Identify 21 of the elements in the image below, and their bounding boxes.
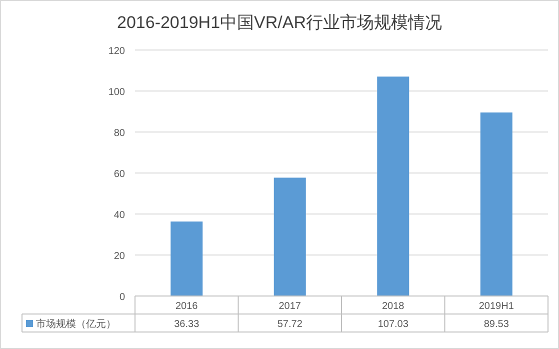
y-tick-label: 100 bbox=[108, 87, 126, 98]
legend-label: 市场规模（亿元） bbox=[36, 318, 116, 330]
data-label: 57.72 bbox=[277, 319, 303, 330]
y-tick-label: 60 bbox=[114, 169, 126, 180]
data-label: 36.33 bbox=[174, 319, 200, 330]
bar bbox=[274, 178, 306, 296]
bar bbox=[170, 222, 203, 296]
data-label: 107.03 bbox=[378, 319, 409, 330]
y-tick-label: 0 bbox=[119, 292, 126, 303]
chart-title: 2016-2019H1中国VR/AR行业市场规模情况 bbox=[117, 13, 442, 32]
y-tick-label: 40 bbox=[114, 210, 126, 221]
y-tick-label: 20 bbox=[114, 251, 126, 262]
y-tick-label: 120 bbox=[108, 46, 126, 57]
bar bbox=[377, 76, 410, 296]
x-tick-label: 2019H1 bbox=[478, 301, 514, 312]
x-tick-label: 2018 bbox=[382, 301, 405, 312]
x-tick-label: 2016 bbox=[176, 301, 198, 312]
data-label: 89.53 bbox=[484, 319, 510, 330]
bar bbox=[480, 112, 512, 296]
x-tick-label: 2017 bbox=[278, 301, 302, 312]
y-tick-label: 80 bbox=[114, 128, 126, 139]
